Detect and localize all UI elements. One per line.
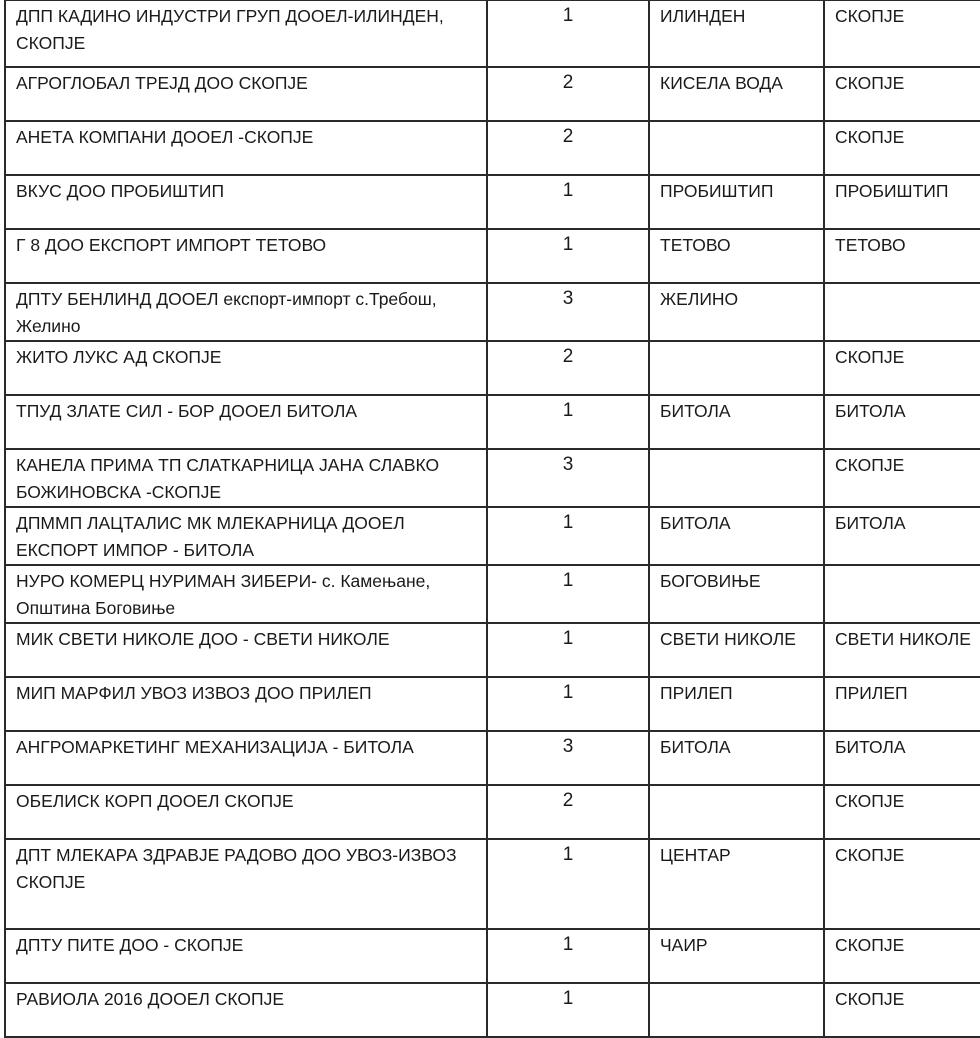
company-name-cell: РАВИОЛА 2016 ДООЕЛ СКОПЈЕ xyxy=(4,982,488,1038)
table-row: ВКУС ДОО ПРОБИШТИП 1 ПРОБИШТИП ПРОБИШТИП xyxy=(4,174,980,230)
count-cell: 1 xyxy=(486,394,650,450)
table-row: ДПММП ЛАЦТАЛИС МК МЛЕКАРНИЦА ДООЕЛ ЕКСПО… xyxy=(4,506,980,566)
city-cell: ПРИЛЕП xyxy=(823,676,980,732)
municipality-cell xyxy=(648,982,825,1038)
table-row: МИК СВЕТИ НИКОЛЕ ДОО - СВЕТИ НИКОЛЕ 1 СВЕТ… xyxy=(4,622,980,678)
company-name-cell: Г 8 ДОО ЕКСПОРТ ИМПОРТ ТЕТОВО xyxy=(4,228,488,284)
company-name-cell: КАНЕЛА ПРИМА ТП СЛАТКАРНИЦА ЈАНА СЛАВКО … xyxy=(4,448,488,508)
city-cell: БИТОЛА xyxy=(823,730,980,786)
municipality-cell: БОГОВИЊЕ xyxy=(648,564,825,624)
company-name-cell: АНЕТА КОМПАНИ ДООЕЛ -СКОПЈЕ xyxy=(4,120,488,176)
city-cell: СКОПЈЕ xyxy=(823,0,980,68)
city-cell: СКОПЈЕ xyxy=(823,928,980,984)
count-cell: 3 xyxy=(486,448,650,508)
count-cell: 2 xyxy=(486,784,650,840)
table-row: АНЕТА КОМПАНИ ДООЕЛ -СКОПЈЕ 2 СКОПЈЕ xyxy=(4,120,980,176)
count-cell: 2 xyxy=(486,340,650,396)
table-row: ОБЕЛИСК КОРП ДООЕЛ СКОПЈЕ 2 СКОПЈЕ xyxy=(4,784,980,840)
municipality-cell xyxy=(648,120,825,176)
city-cell: СКОПЈЕ xyxy=(823,982,980,1038)
count-cell: 2 xyxy=(486,120,650,176)
table-row: ДПТ МЛЕКАРА ЗДРАВЈЕ РАДОВО ДОО УВОЗ-ИЗВО… xyxy=(4,838,980,930)
city-cell: СВЕТИ НИКОЛЕ xyxy=(823,622,980,678)
count-cell: 1 xyxy=(486,228,650,284)
company-name-cell: АНГРОМАРКЕТИНГ МЕХАНИЗАЦИЈА - БИТОЛА xyxy=(4,730,488,786)
municipality-cell: ЖЕЛИНО xyxy=(648,282,825,342)
city-cell: БИТОЛА xyxy=(823,506,980,566)
table-row: АНГРОМАРКЕТИНГ МЕХАНИЗАЦИЈА - БИТОЛА 3 БИТ… xyxy=(4,730,980,786)
company-name-cell: АГРОГЛОБАЛ ТРЕЈД ДОО СКОПЈЕ xyxy=(4,66,488,122)
count-cell: 1 xyxy=(486,982,650,1038)
city-cell: СКОПЈЕ xyxy=(823,784,980,840)
table-row: ДПП КАДИНО ИНДУСТРИ ГРУП ДООЕЛ-ИЛИНДЕН, … xyxy=(4,0,980,68)
count-cell: 1 xyxy=(486,174,650,230)
company-name-cell: ДПТУ ПИТЕ ДОО - СКОПЈЕ xyxy=(4,928,488,984)
city-cell: СКОПЈЕ xyxy=(823,66,980,122)
table-row: ЖИТО ЛУКС АД СКОПЈЕ 2 СКОПЈЕ xyxy=(4,340,980,396)
table-row: ДПТУ БЕНЛИНД ДООЕЛ експорт-импорт с.Треб… xyxy=(4,282,980,342)
municipality-cell: БИТОЛА xyxy=(648,394,825,450)
city-cell: ПРОБИШТИП xyxy=(823,174,980,230)
table-row: МИП МАРФИЛ УВОЗ ИЗВОЗ ДОО ПРИЛЕП 1 ПРИЛЕП П… xyxy=(4,676,980,732)
count-cell: 1 xyxy=(486,928,650,984)
company-name-cell: ДПТ МЛЕКАРА ЗДРАВЈЕ РАДОВО ДОО УВОЗ-ИЗВО… xyxy=(4,838,488,930)
count-cell: 1 xyxy=(486,838,650,930)
companies-table: ДПП КАДИНО ИНДУСТРИ ГРУП ДООЕЛ-ИЛИНДЕН, … xyxy=(4,0,980,1038)
company-name-cell: ДПТУ БЕНЛИНД ДООЕЛ експорт-импорт с.Треб… xyxy=(4,282,488,342)
count-cell: 3 xyxy=(486,730,650,786)
count-cell: 2 xyxy=(486,66,650,122)
table-row: КАНЕЛА ПРИМА ТП СЛАТКАРНИЦА ЈАНА СЛАВКО … xyxy=(4,448,980,508)
table-row: НУРО КОМЕРЦ НУРИМАН ЗИБЕРИ- с. Камењане,… xyxy=(4,564,980,624)
count-cell: 3 xyxy=(486,282,650,342)
city-cell: СКОПЈЕ xyxy=(823,448,980,508)
company-name-cell: ТПУД ЗЛАТЕ СИЛ - БОР ДООЕЛ БИТОЛА xyxy=(4,394,488,450)
municipality-cell xyxy=(648,340,825,396)
count-cell: 1 xyxy=(486,506,650,566)
city-cell: СКОПЈЕ xyxy=(823,838,980,930)
city-cell xyxy=(823,564,980,624)
city-cell xyxy=(823,282,980,342)
municipality-cell: БИТОЛА xyxy=(648,506,825,566)
city-cell: ТЕТОВО xyxy=(823,228,980,284)
table-row: ДПТУ ПИТЕ ДОО - СКОПЈЕ 1 ЧАИР СКОПЈЕ xyxy=(4,928,980,984)
count-cell: 1 xyxy=(486,676,650,732)
table-row: ТПУД ЗЛАТЕ СИЛ - БОР ДООЕЛ БИТОЛА 1 БИТОЛА… xyxy=(4,394,980,450)
municipality-cell: БИТОЛА xyxy=(648,730,825,786)
municipality-cell: ПРИЛЕП xyxy=(648,676,825,732)
company-name-cell: МИП МАРФИЛ УВОЗ ИЗВОЗ ДОО ПРИЛЕП xyxy=(4,676,488,732)
table-row: АГРОГЛОБАЛ ТРЕЈД ДОО СКОПЈЕ 2 КИСЕЛА ВОДА С… xyxy=(4,66,980,122)
table-row: РАВИОЛА 2016 ДООЕЛ СКОПЈЕ 1 СКОПЈЕ xyxy=(4,982,980,1038)
city-cell: СКОПЈЕ xyxy=(823,340,980,396)
municipality-cell: ИЛИНДЕН xyxy=(648,0,825,68)
municipality-cell: КИСЕЛА ВОДА xyxy=(648,66,825,122)
company-name-cell: ДПП КАДИНО ИНДУСТРИ ГРУП ДООЕЛ-ИЛИНДЕН, … xyxy=(4,0,488,68)
municipality-cell xyxy=(648,448,825,508)
table-row: Г 8 ДОО ЕКСПОРТ ИМПОРТ ТЕТОВО 1 ТЕТОВО ТЕТО… xyxy=(4,228,980,284)
municipality-cell: ПРОБИШТИП xyxy=(648,174,825,230)
company-name-cell: ВКУС ДОО ПРОБИШТИП xyxy=(4,174,488,230)
company-name-cell: ДПММП ЛАЦТАЛИС МК МЛЕКАРНИЦА ДООЕЛ ЕКСПО… xyxy=(4,506,488,566)
company-name-cell: ОБЕЛИСК КОРП ДООЕЛ СКОПЈЕ xyxy=(4,784,488,840)
municipality-cell: ТЕТОВО xyxy=(648,228,825,284)
count-cell: 1 xyxy=(486,622,650,678)
municipality-cell: ЦЕНТАР xyxy=(648,838,825,930)
company-name-cell: МИК СВЕТИ НИКОЛЕ ДОО - СВЕТИ НИКОЛЕ xyxy=(4,622,488,678)
municipality-cell: ЧАИР xyxy=(648,928,825,984)
company-name-cell: ЖИТО ЛУКС АД СКОПЈЕ xyxy=(4,340,488,396)
count-cell: 1 xyxy=(486,564,650,624)
company-name-cell: НУРО КОМЕРЦ НУРИМАН ЗИБЕРИ- с. Камењане,… xyxy=(4,564,488,624)
city-cell: СКОПЈЕ xyxy=(823,120,980,176)
municipality-cell xyxy=(648,784,825,840)
city-cell: БИТОЛА xyxy=(823,394,980,450)
municipality-cell: СВЕТИ НИКОЛЕ xyxy=(648,622,825,678)
count-cell: 1 xyxy=(486,0,650,68)
